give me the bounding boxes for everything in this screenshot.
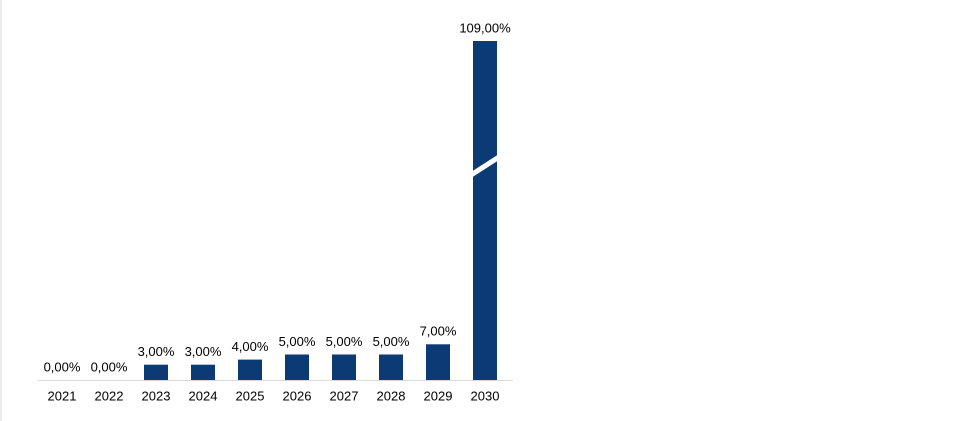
x-tick-label: 2027 (330, 388, 359, 403)
x-tick-label: 2026 (283, 388, 312, 403)
x-tick-label: 2021 (48, 388, 77, 403)
value-label: 4,00% (232, 339, 269, 354)
bar (285, 354, 309, 380)
bar (332, 354, 356, 380)
x-tick-label: 2024 (189, 388, 218, 403)
x-tick-label: 2030 (471, 388, 500, 403)
x-tick-label: 2023 (142, 388, 171, 403)
value-label: 5,00% (373, 334, 410, 349)
bar (473, 41, 497, 380)
value-label: 3,00% (185, 344, 222, 359)
value-label: 0,00% (44, 359, 81, 374)
value-label: 3,00% (138, 344, 175, 359)
x-tick-label: 2029 (424, 388, 453, 403)
axis-break (471, 154, 499, 178)
value-label: 5,00% (326, 334, 363, 349)
x-tick-label: 2028 (377, 388, 406, 403)
value-label: 5,00% (279, 334, 316, 349)
x-tick-label: 2022 (95, 388, 124, 403)
bar (426, 344, 450, 380)
value-label: 7,00% (420, 324, 457, 339)
bar (379, 354, 403, 380)
value-label: 109,00% (459, 20, 511, 35)
bar (238, 359, 262, 380)
bar (144, 364, 168, 380)
bar (191, 364, 215, 380)
value-label: 0,00% (91, 359, 128, 374)
x-tick-label: 2025 (236, 388, 265, 403)
